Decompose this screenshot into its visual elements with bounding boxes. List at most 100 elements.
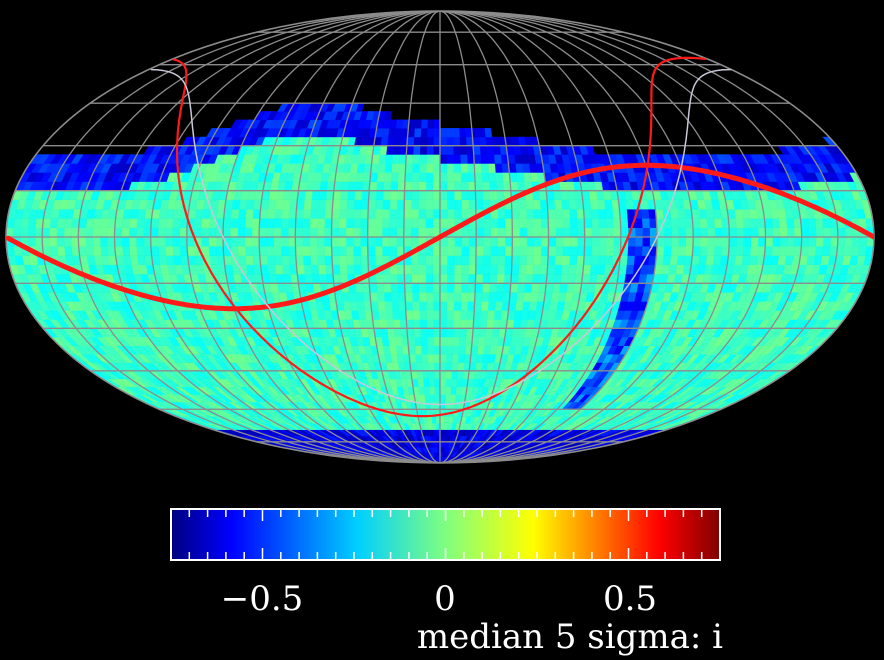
survey-pixel — [439, 292, 448, 302]
survey-pixel — [569, 236, 578, 247]
survey-pixel — [383, 283, 392, 293]
survey-pixel — [736, 227, 745, 238]
survey-pixel — [266, 218, 275, 228]
survey-pixel — [453, 172, 462, 182]
survey-pixel — [583, 255, 592, 265]
survey-pixel — [157, 236, 166, 247]
survey-pixel — [404, 283, 413, 293]
survey-pixel — [480, 163, 489, 173]
survey-pixel — [412, 145, 421, 155]
survey-pixel — [533, 246, 542, 256]
survey-pixel — [274, 199, 284, 210]
survey-pixel — [642, 236, 651, 247]
survey-pixel — [532, 199, 541, 210]
survey-pixel — [295, 236, 303, 247]
survey-pixel — [143, 236, 152, 247]
survey-pixel — [282, 190, 292, 201]
survey-pixel — [135, 236, 144, 247]
survey-pixel — [567, 190, 576, 201]
survey-pixel — [474, 292, 483, 302]
survey-pixel — [473, 163, 482, 173]
survey-pixel — [439, 163, 448, 173]
survey-pixel — [533, 255, 542, 265]
survey-pixel — [396, 218, 405, 228]
survey-pixel — [378, 310, 387, 320]
survey-pixel — [837, 236, 846, 247]
survey-pixel — [676, 208, 686, 219]
survey-pixel — [518, 255, 527, 265]
survey-pixel — [439, 145, 447, 155]
survey-pixel — [403, 264, 412, 275]
survey-pixel — [309, 218, 318, 228]
survey-pixel — [375, 199, 384, 210]
survey-pixel — [489, 264, 498, 275]
survey-pixel — [528, 301, 538, 311]
survey-pixel — [385, 319, 394, 329]
survey-pixel — [379, 145, 388, 155]
survey-pixel — [121, 236, 130, 247]
survey-pixel — [136, 218, 145, 228]
survey-pixel — [331, 246, 340, 256]
survey-pixel — [625, 264, 635, 275]
survey-pixel — [412, 301, 420, 311]
survey-pixel — [398, 301, 407, 311]
survey-pixel — [432, 292, 441, 302]
survey-pixel — [78, 236, 87, 247]
survey-pixel — [801, 236, 810, 247]
survey-pixel — [699, 246, 708, 256]
survey-pixel — [439, 416, 445, 424]
survey-pixel — [524, 273, 534, 284]
survey-pixel — [678, 236, 687, 247]
survey-pixel — [439, 370, 447, 380]
survey-pixel — [347, 181, 357, 191]
survey-pixel — [186, 236, 195, 247]
survey-pixel — [439, 345, 447, 355]
survey-pixel — [677, 246, 686, 256]
survey-pixel — [410, 208, 419, 219]
survey-pixel — [685, 227, 694, 238]
survey-pixel — [309, 255, 319, 265]
survey-pixel — [382, 208, 391, 219]
survey-pixel — [451, 354, 459, 363]
survey-pixel — [429, 401, 436, 410]
survey-pixel — [425, 163, 434, 173]
survey-pixel — [533, 218, 542, 228]
survey-pixel — [626, 208, 635, 219]
survey-pixel — [63, 236, 72, 247]
survey-pixel — [454, 264, 462, 275]
survey-pixel — [425, 264, 434, 275]
survey-pixel — [807, 218, 817, 228]
survey-pixel — [121, 227, 130, 238]
survey-pixel — [433, 336, 441, 346]
survey-pixel — [568, 199, 577, 210]
survey-pixel — [486, 154, 495, 164]
survey-pixel — [459, 328, 467, 338]
survey-pixel — [379, 319, 388, 329]
survey-pixel — [713, 246, 723, 256]
survey-pixel — [504, 255, 513, 265]
survey-pixel — [295, 246, 304, 256]
survey-pixel — [245, 208, 254, 219]
survey-pixel — [428, 370, 435, 380]
survey-pixel — [460, 273, 469, 284]
survey-pixel — [786, 236, 795, 247]
survey-pixel — [251, 218, 261, 228]
survey-pixel — [251, 236, 260, 247]
survey-pixel — [381, 227, 390, 238]
survey-pixel — [237, 227, 246, 238]
survey-pixel — [518, 264, 527, 275]
survey-pixel — [237, 255, 247, 265]
survey-pixel — [525, 199, 534, 210]
survey-pixel — [273, 236, 282, 247]
survey-pixel — [353, 199, 362, 210]
survey-pixel — [450, 386, 457, 395]
survey-pixel — [426, 136, 434, 146]
survey-pixel — [114, 236, 123, 247]
survey-pixel — [772, 236, 781, 247]
survey-pixel — [604, 208, 614, 219]
survey-pixel — [547, 218, 556, 228]
survey-pixel — [403, 227, 412, 238]
survey-pixel — [92, 227, 101, 238]
survey-pixel — [172, 218, 181, 228]
survey-pixel — [497, 218, 506, 228]
